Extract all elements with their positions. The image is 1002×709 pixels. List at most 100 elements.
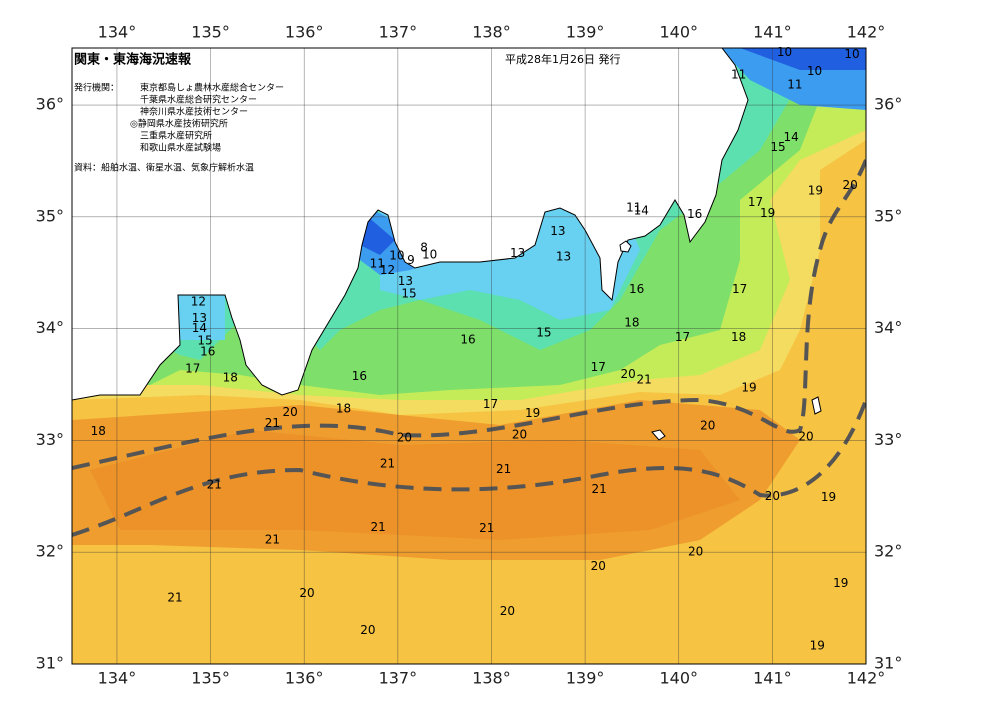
contour-label: 16 [352, 369, 367, 383]
map-frame [71, 47, 867, 665]
title: 関東・東海海況速報 [74, 52, 192, 68]
contour-label: 16 [460, 332, 475, 346]
lat-tick-label: 34° [36, 318, 64, 337]
contour-label: 15 [401, 286, 416, 300]
contour-label: 21 [380, 456, 395, 470]
lon-tick-label: 135° [191, 23, 230, 42]
contour-label: 19 [808, 184, 823, 198]
lat-tick-label: 31° [36, 654, 64, 673]
contour-label: 12 [380, 263, 395, 277]
contour-label: 13 [556, 250, 571, 264]
contour-label: 11 [787, 77, 802, 91]
contour-label: 21 [167, 591, 182, 605]
contour-label: 21 [371, 520, 386, 534]
lat-tick-label: 33° [874, 430, 902, 449]
contour-label: 9 [407, 253, 415, 267]
lon-tick-label: 138° [472, 23, 511, 42]
contour-label: 19 [525, 406, 540, 420]
issuer: 和歌山県水産試験場 [140, 142, 221, 154]
contour-label: 11 [731, 67, 746, 81]
contour-label: 13 [192, 311, 207, 325]
contour-label: 20 [700, 418, 715, 432]
contour-label: 20 [765, 489, 780, 503]
contour-label: 15 [770, 140, 785, 154]
contour-label: 10 [389, 248, 404, 262]
lat-tick-label: 35° [874, 206, 902, 225]
contour-label: 11 [626, 200, 641, 214]
contour-label: 20 [798, 430, 813, 444]
issuers-label: 発行機関： [74, 82, 119, 94]
contour-label: 20 [688, 545, 703, 559]
lon-tick-label: 136° [285, 669, 324, 688]
lon-tick-label: 142° [847, 23, 886, 42]
contour-label: 8 [420, 241, 428, 255]
issue-date: 平成28年1月26日 発行 [505, 52, 621, 66]
contour-label: 20 [842, 178, 857, 192]
contour-label: 21 [479, 521, 494, 535]
contour-label: 14 [783, 130, 798, 144]
contour-label: 17 [732, 282, 747, 296]
sea-temperature-field [72, 48, 866, 664]
issuer: ◎静岡県水産技術研究所 [130, 118, 228, 130]
contour-label: 14 [192, 321, 207, 335]
contour-label: 17 [185, 361, 200, 375]
contour-label: 13 [398, 274, 413, 288]
contour-label: 21 [592, 482, 607, 496]
island [619, 240, 822, 441]
contour-label: 19 [741, 380, 756, 394]
contour-label: 17 [591, 360, 606, 374]
contour-label: 16 [687, 207, 702, 221]
contour-label: 18 [223, 370, 238, 384]
lat-tick-label: 36° [36, 95, 64, 114]
land [72, 48, 749, 401]
lat-tick-label: 36° [874, 95, 902, 114]
issuer: 東京都島しょ農林水産総合センター [140, 82, 284, 94]
contour-label: 21 [207, 478, 222, 492]
contour-label: 16 [629, 282, 644, 296]
issuer: 神奈川県水産技術センター [140, 106, 248, 118]
contour-label: 18 [91, 424, 106, 438]
contour-label: 21 [636, 373, 651, 387]
contour-label: 19 [810, 639, 825, 653]
contour-label: 20 [512, 427, 527, 441]
lon-tick-label: 140° [659, 669, 698, 688]
lon-tick-label: 140° [659, 23, 698, 42]
contour-label: 12 [191, 294, 206, 308]
contour-label: 16 [200, 345, 215, 359]
contour-label: 21 [265, 416, 280, 430]
band-10 [740, 48, 866, 70]
lon-tick-label: 141° [753, 23, 792, 42]
lon-tick-label: 139° [566, 23, 605, 42]
lon-tick-label: 137° [379, 669, 418, 688]
lon-tick-label: 142° [847, 669, 886, 688]
lon-tick-label: 134° [98, 23, 137, 42]
issuer: 三重県水産研究所 [140, 130, 212, 142]
lat-tick-label: 33° [36, 430, 64, 449]
lon-tick-label: 138° [472, 669, 511, 688]
lon-tick-label: 134° [98, 669, 137, 688]
lat-tick-label: 31° [874, 654, 902, 673]
contour-label: 11 [370, 256, 385, 270]
issuer: 千葉県水産総合研究センター [140, 94, 257, 106]
lat-tick-label: 32° [874, 542, 902, 561]
contour-label: 18 [624, 316, 639, 330]
contour-label: 18 [336, 402, 351, 416]
lat-tick-label: 34° [874, 318, 902, 337]
contour-label: 20 [299, 586, 314, 600]
contour-label: 19 [760, 206, 775, 220]
lon-tick-label: 136° [285, 23, 324, 42]
contour-label: 19 [833, 576, 848, 590]
contour-label: 17 [675, 330, 690, 344]
contour-label: 14 [634, 204, 649, 218]
contour-label: 13 [510, 246, 525, 260]
contour-label: 10 [844, 47, 859, 61]
contour-label: 19 [821, 490, 836, 504]
contour-label: 17 [483, 397, 498, 411]
contour-label: 20 [360, 623, 375, 637]
contour-label: 18 [731, 330, 746, 344]
contour-label: 10 [777, 45, 792, 59]
lat-tick-label: 32° [36, 542, 64, 561]
lon-tick-label: 135° [191, 669, 230, 688]
